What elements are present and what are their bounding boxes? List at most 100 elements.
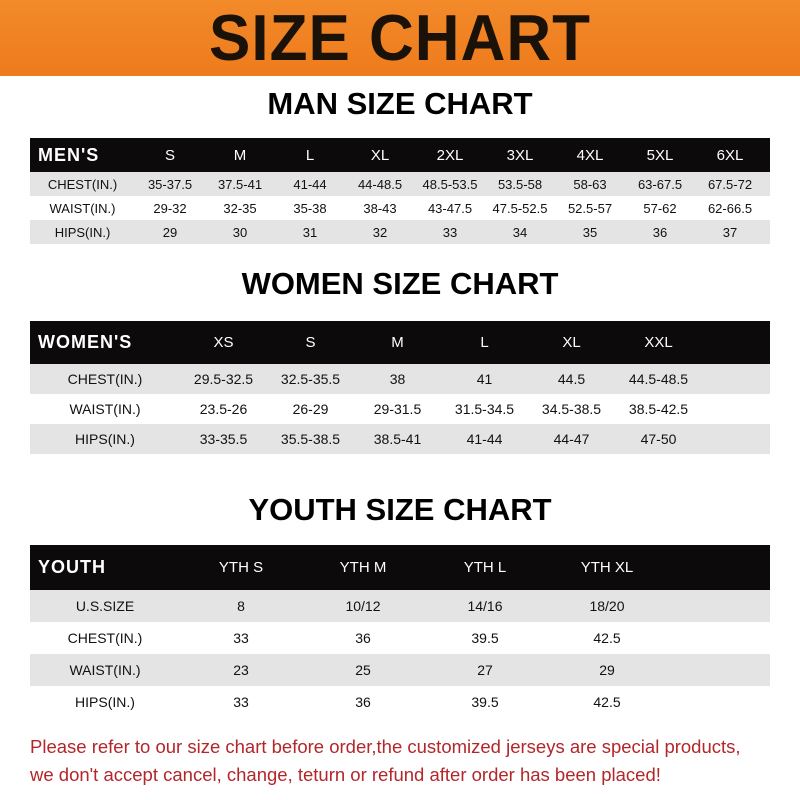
table-cell: 47.5-52.5: [492, 200, 548, 216]
size-header: YTH XL: [580, 559, 634, 576]
table-cell: 35: [582, 224, 598, 240]
table-cell: 29: [599, 662, 615, 678]
youth-title: YOUTH SIZE CHART: [248, 492, 552, 527]
table-cell: 48.5-53.5: [422, 176, 478, 192]
table-cell: 32.5-35.5: [280, 371, 341, 387]
table-row: CHEST(IN.) 29.5-32.5 32.5-35.5 38 41 44.5 44.5…: [30, 364, 770, 394]
table-cell: 34.5-38.5: [541, 401, 602, 417]
table-cell: 39.5: [471, 694, 499, 710]
women-size-table: WOMEN'S XS S M L XL XXL CHEST(IN.) 29.5-32.5 32.5…: [30, 321, 770, 454]
table-row: U.S.SIZE 8 10/12 14/16 18/20: [30, 590, 770, 622]
table-cell: 44-47: [553, 431, 590, 447]
notice-line-2: we don't accept cancel, change, teturn o…: [30, 764, 661, 785]
size-header: 5XL: [646, 146, 674, 164]
row-label: HIPS(IN.): [54, 224, 111, 240]
table-cell: 29.5-32.5: [193, 371, 254, 387]
table-row: WAIST(IN.) 23.5-26 26-29 29-31.5 31.5-34.5 34…: [30, 394, 770, 424]
size-header: L: [480, 334, 489, 351]
size-header: S: [164, 146, 175, 164]
table-cell: 29-32: [153, 200, 187, 216]
row-label: CHEST(IN.): [67, 371, 143, 387]
table-cell: 27: [477, 662, 493, 678]
table-row: HIPS(IN.) 29 30 31 32 33 34 35 36 37: [30, 220, 770, 244]
table-cell: 36: [355, 630, 371, 646]
women-header-row: WOMEN'S XS S M L XL XXL: [30, 321, 770, 364]
table-cell: 57-62: [643, 200, 677, 216]
table-cell: 38: [389, 371, 406, 387]
notice-line-1: Please refer to our size chart before or…: [30, 736, 741, 757]
size-header: XL: [370, 146, 390, 164]
table-cell: 8: [237, 598, 245, 614]
youth-header-row: YOUTH YTH S YTH M YTH L YTH XL: [30, 545, 770, 590]
size-header: 2XL: [436, 146, 464, 164]
table-cell: 67.5-72: [707, 176, 753, 192]
table-title: MEN'S: [38, 144, 100, 165]
table-row: CHEST(IN.) 33 36 39.5 42.5: [30, 622, 770, 654]
table-cell: 62-66.5: [707, 200, 753, 216]
table-cell: 29: [162, 224, 178, 240]
table-row: HIPS(IN.) 33 36 39.5 42.5: [30, 686, 770, 718]
row-label: WAIST(IN.): [69, 662, 141, 678]
table-cell: 35.5-38.5: [280, 431, 341, 447]
row-label: WAIST(IN.): [69, 401, 141, 417]
table-cell: 41-44: [466, 431, 503, 447]
table-cell: 41-44: [293, 176, 327, 192]
size-header: 3XL: [506, 146, 534, 164]
table-cell: 23: [233, 662, 249, 678]
table-cell: 38-43: [363, 200, 397, 216]
row-label: HIPS(IN.): [75, 431, 135, 447]
table-cell: 32: [372, 224, 388, 240]
table-cell: 32-35: [223, 200, 257, 216]
table-cell: 37.5-41: [217, 176, 263, 192]
table-cell: 29-31.5: [373, 401, 422, 417]
table-cell: 44.5: [557, 371, 586, 387]
table-cell: 31: [302, 224, 318, 240]
table-title: YOUTH: [38, 557, 106, 577]
table-cell: 33: [442, 224, 458, 240]
table-cell: 35-37.5: [147, 176, 193, 192]
table-cell: 39.5: [471, 630, 499, 646]
size-header: XL: [562, 334, 581, 351]
banner-title: SIZE CHART: [209, 1, 591, 75]
size-header: L: [305, 146, 315, 164]
table-cell: 42.5: [593, 694, 621, 710]
women-title: WOMEN SIZE CHART: [241, 266, 559, 301]
table-cell: 38.5-42.5: [628, 401, 689, 417]
table-cell: 35-38: [293, 200, 327, 216]
table-title: WOMEN'S: [38, 332, 133, 352]
table-cell: 43-47.5: [427, 200, 473, 216]
table-cell: 23.5-26: [199, 401, 248, 417]
table-cell: 34: [512, 224, 528, 240]
size-header: 4XL: [576, 146, 604, 164]
size-header: S: [305, 334, 316, 351]
table-cell: 31.5-34.5: [454, 401, 515, 417]
table-cell: 38.5-41: [373, 431, 422, 447]
table-cell: 41: [476, 371, 493, 387]
size-header: YTH M: [339, 559, 387, 576]
men-size-table: MEN'S S M L XL 2XL 3XL 4XL 5XL 6XL CHEST(IN.) 35-37…: [30, 138, 770, 244]
size-header: YTH S: [218, 559, 264, 576]
youth-size-table: YOUTH YTH S YTH M YTH L YTH XL U.S.SIZE 8 10/12…: [30, 545, 770, 718]
size-header: XXL: [644, 334, 673, 351]
size-header: 6XL: [716, 146, 744, 164]
table-cell: 52.5-57: [567, 200, 613, 216]
table-row: CHEST(IN.) 35-37.5 37.5-41 41-44 44-48.5 48.5…: [30, 172, 770, 196]
row-label: CHEST(IN.): [47, 176, 118, 192]
men-header-row: MEN'S S M L XL 2XL 3XL 4XL 5XL 6XL: [30, 138, 770, 172]
size-header: M: [233, 146, 247, 164]
table-cell: 33: [233, 630, 249, 646]
table-cell: 10/12: [345, 598, 381, 614]
table-cell: 18/20: [589, 598, 625, 614]
table-row: WAIST(IN.) 23 25 27 29: [30, 654, 770, 686]
table-cell: 36: [652, 224, 668, 240]
table-cell: 47-50: [640, 431, 677, 447]
table-cell: 37: [722, 224, 738, 240]
row-label: CHEST(IN.): [67, 630, 143, 646]
table-cell: 33-35.5: [199, 431, 248, 447]
table-cell: 14/16: [467, 598, 503, 614]
row-label: U.S.SIZE: [75, 598, 135, 614]
table-cell: 42.5: [593, 630, 621, 646]
table-cell: 44.5-48.5: [628, 371, 689, 387]
table-cell: 25: [355, 662, 371, 678]
table-cell: 53.5-58: [497, 176, 543, 192]
